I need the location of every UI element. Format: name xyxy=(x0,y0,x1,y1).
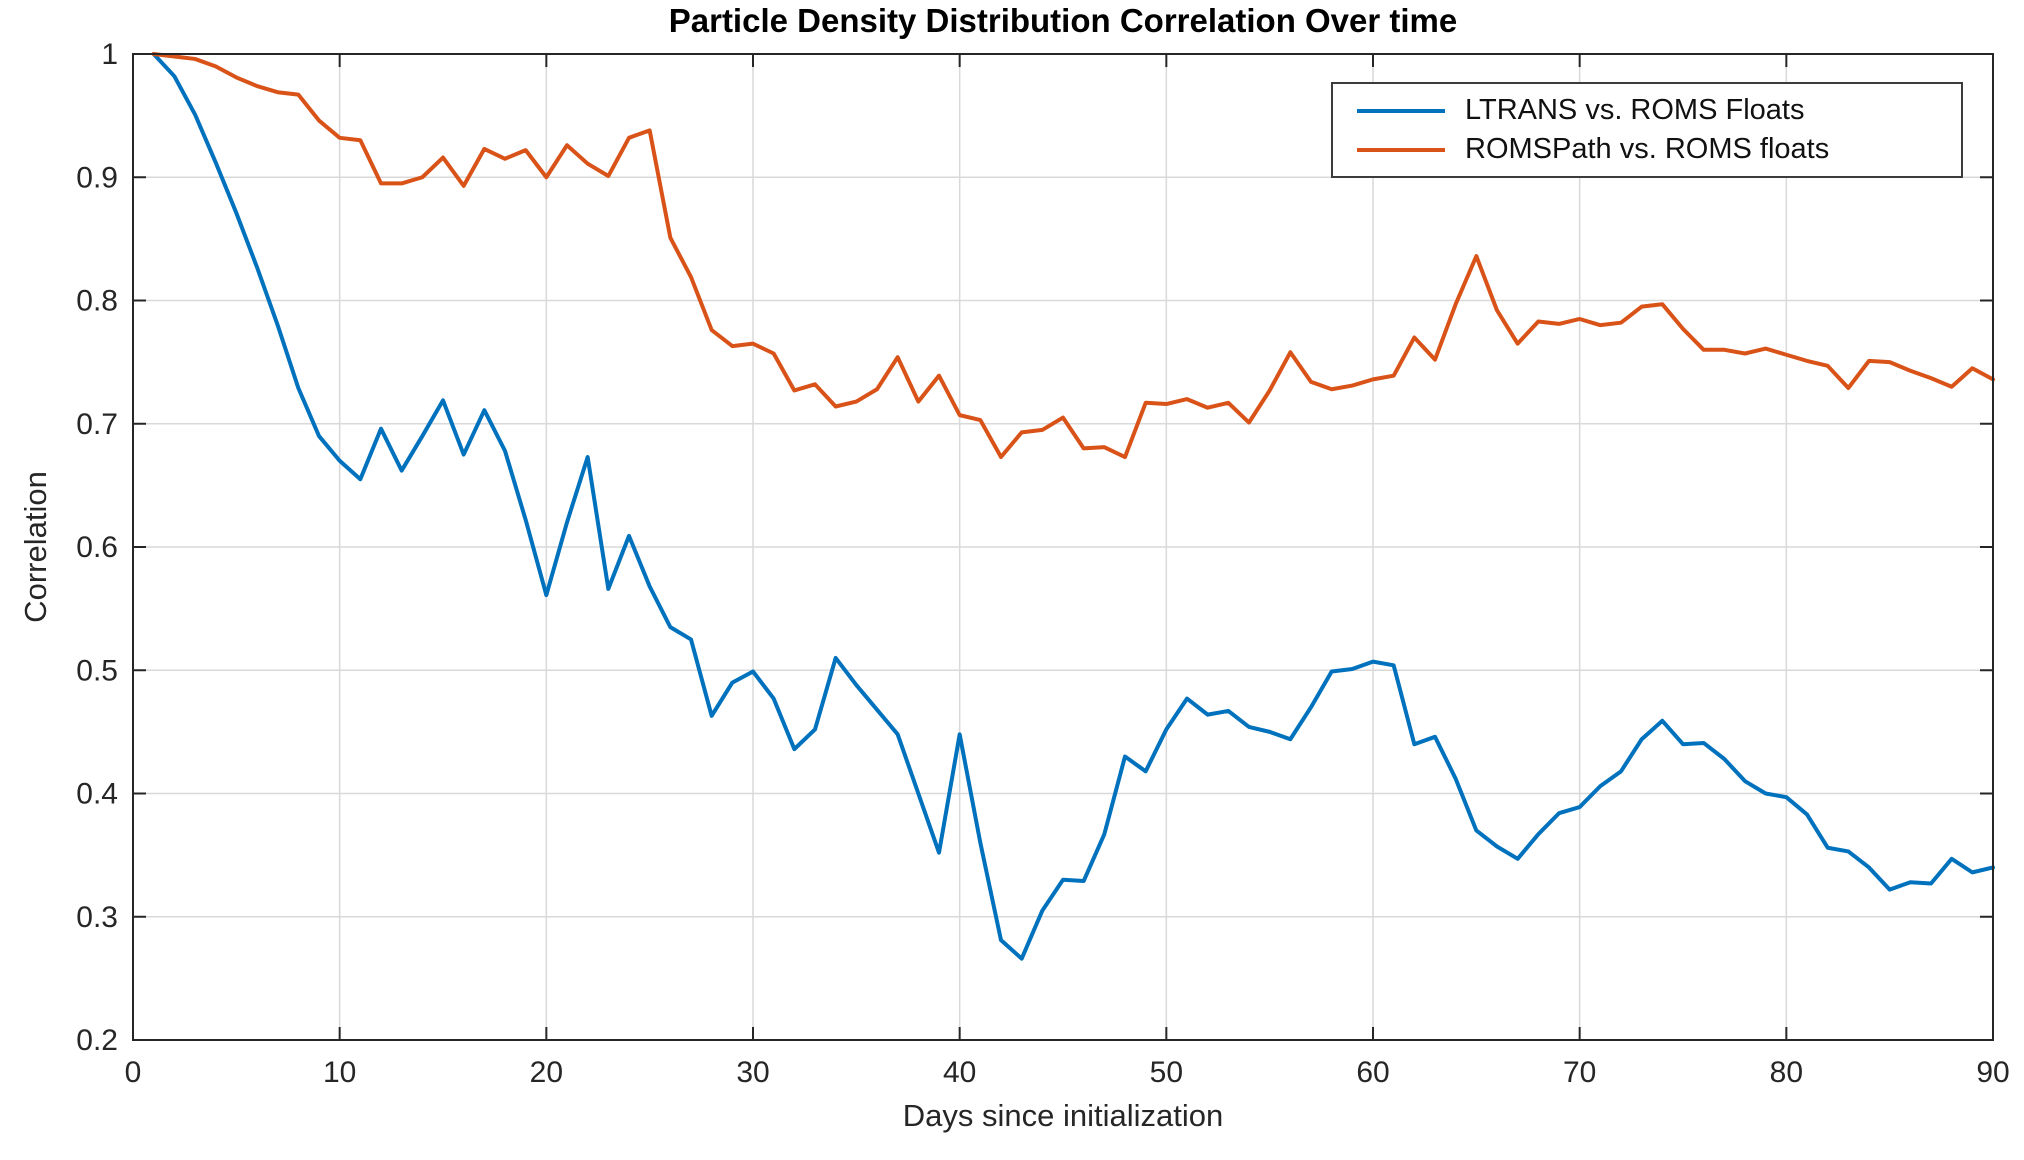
x-tick-label: 40 xyxy=(943,1056,976,1089)
y-tick-label: 0.5 xyxy=(76,654,118,687)
chart-title: Particle Density Distribution Correlatio… xyxy=(668,2,1458,39)
x-tick-label: 10 xyxy=(323,1056,356,1089)
legend-entry: LTRANS vs. ROMS Floats xyxy=(1333,94,1961,127)
y-tick-label: 0.9 xyxy=(76,161,118,194)
y-axis-label: Correlation xyxy=(18,471,53,623)
y-tick-label: 0.3 xyxy=(76,901,118,934)
x-tick-label: 50 xyxy=(1150,1056,1183,1089)
y-tick-label: 0.8 xyxy=(76,285,118,318)
legend-line-sample xyxy=(1357,147,1445,152)
x-tick-label: 0 xyxy=(125,1056,142,1089)
legend-entry: ROMSPath vs. ROMS floats xyxy=(1333,133,1961,166)
legend: LTRANS vs. ROMS Floats ROMSPath vs. ROMS … xyxy=(1331,82,1963,178)
y-tick-label: 0.4 xyxy=(76,778,118,811)
x-tick-label: 20 xyxy=(530,1056,563,1089)
x-tick-label: 60 xyxy=(1356,1056,1389,1089)
y-tick-label: 0.2 xyxy=(76,1024,118,1057)
y-tick-label: 1 xyxy=(101,38,118,71)
legend-label: ROMSPath vs. ROMS floats xyxy=(1465,133,1830,165)
x-tick-label: 30 xyxy=(736,1056,769,1089)
x-axis-label: Days since initialization xyxy=(902,1098,1224,1133)
x-tick-label: 80 xyxy=(1770,1056,1803,1089)
x-tick-label: 70 xyxy=(1563,1056,1596,1089)
x-tick-label: 90 xyxy=(1976,1056,2009,1089)
y-tick-label: 0.6 xyxy=(76,531,118,564)
legend-label: LTRANS vs. ROMS Floats xyxy=(1465,94,1805,126)
y-tick-label: 0.7 xyxy=(76,408,118,441)
legend-line-sample xyxy=(1357,108,1445,113)
series-line-2 xyxy=(151,52,1995,460)
series-line-1 xyxy=(151,52,1995,961)
